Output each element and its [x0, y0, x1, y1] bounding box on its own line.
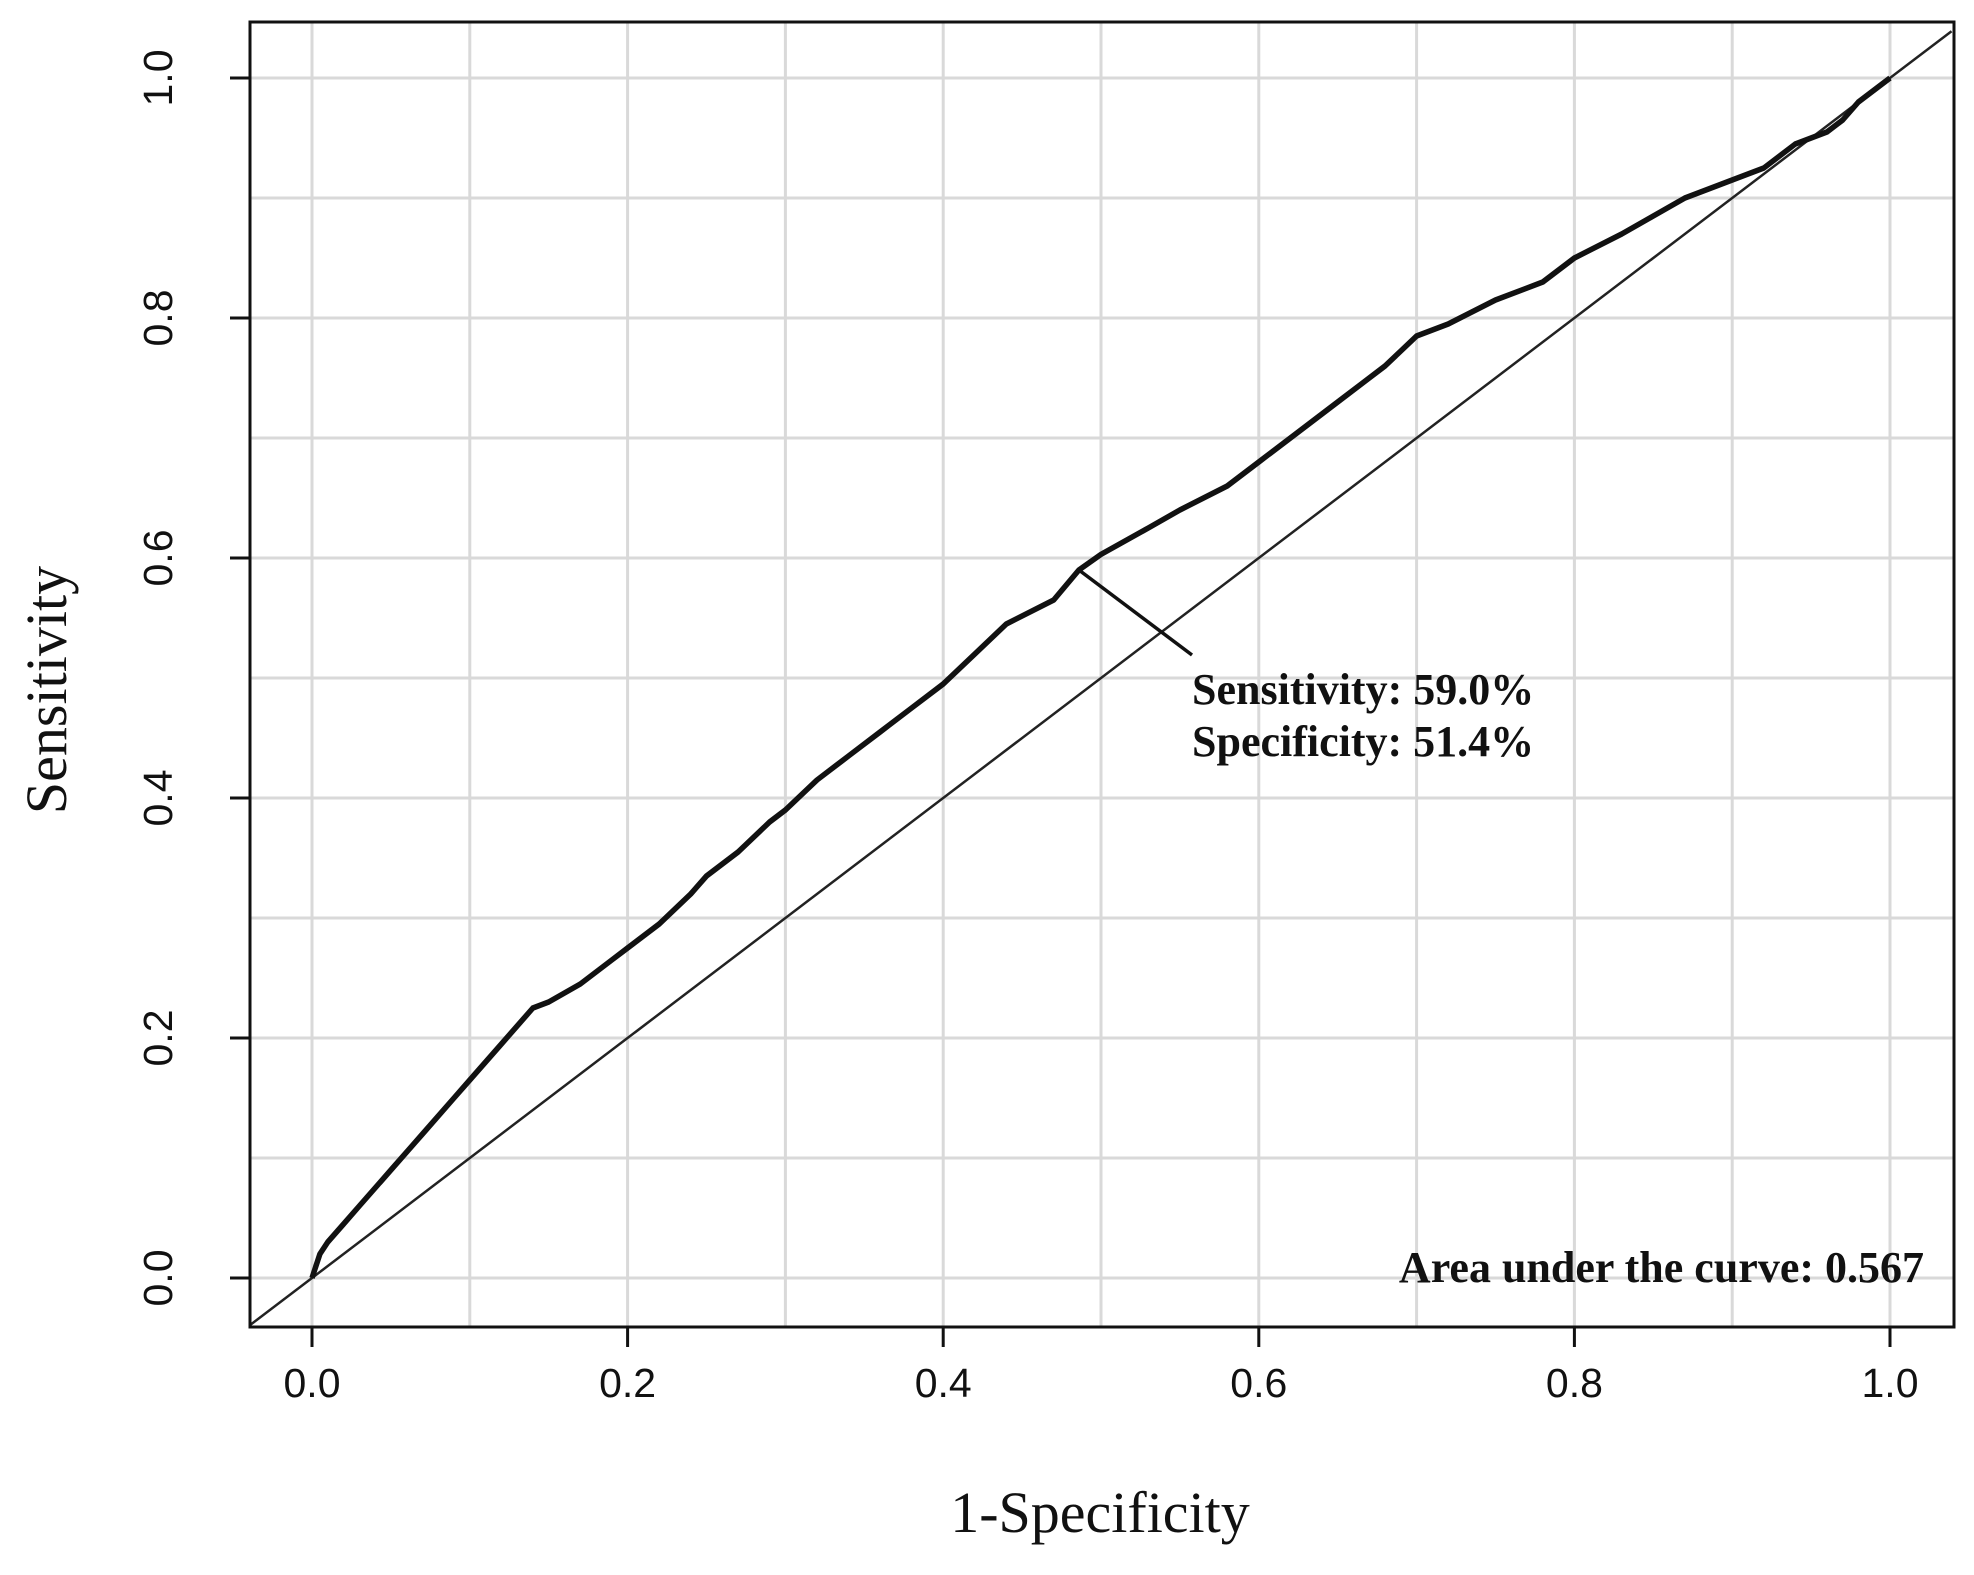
x-tick-label: 0.8 — [1546, 1360, 1603, 1406]
annotation-auc: Area under the curve: 0.567 — [1399, 1243, 1924, 1292]
cutoff-leader-line — [1077, 568, 1194, 657]
x-tick-label: 0.0 — [284, 1360, 341, 1406]
y-axis-title: Sensitivity — [14, 566, 79, 814]
y-tick-label: 1.0 — [135, 50, 181, 107]
annotation-specificity: Specificity: 51.4% — [1192, 717, 1534, 766]
y-tick-label: 0.0 — [135, 1250, 181, 1307]
x-tick-label: 0.2 — [599, 1360, 656, 1406]
y-tick-label: 0.4 — [135, 770, 181, 827]
x-tick-label: 1.0 — [1862, 1360, 1919, 1406]
x-axis: 0.0 0.2 0.4 0.6 0.8 1.0 — [284, 1327, 1919, 1406]
x-axis-title: 1-Specificity — [950, 1480, 1250, 1545]
roc-curve-line — [309, 75, 1892, 1279]
y-tick-label: 0.2 — [135, 1010, 181, 1067]
x-tick-label: 0.6 — [1230, 1360, 1287, 1406]
grid — [250, 22, 1954, 1327]
annotation-sensitivity: Sensitivity: 59.0% — [1192, 665, 1534, 714]
x-tick-label: 0.4 — [915, 1360, 972, 1406]
y-tick-label: 0.8 — [135, 290, 181, 347]
y-axis: 0.0 0.2 0.4 0.6 0.8 1.0 — [135, 50, 250, 1307]
reference-diagonal-line — [249, 30, 1953, 1326]
y-tick-label: 0.6 — [135, 530, 181, 587]
plot-frame — [248, 20, 1956, 1329]
